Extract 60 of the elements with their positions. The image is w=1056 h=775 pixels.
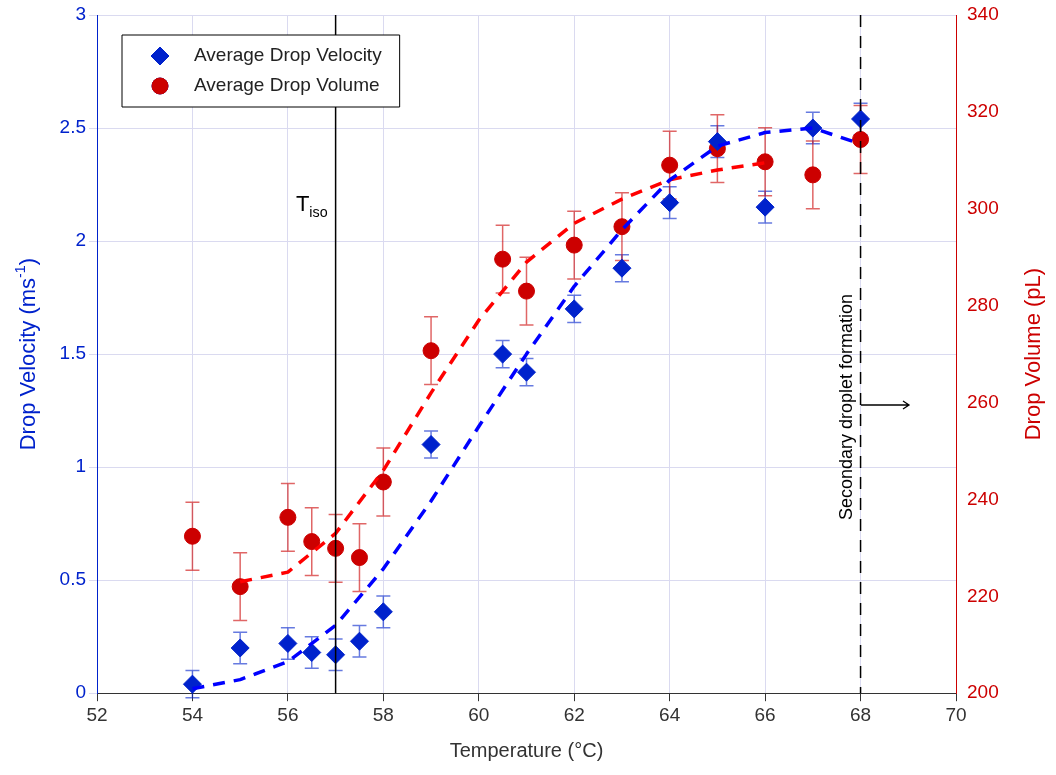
point bbox=[518, 282, 535, 300]
legend-label: Average Drop Velocity bbox=[194, 44, 383, 66]
x-tick-label: 54 bbox=[181, 703, 204, 725]
point bbox=[661, 156, 679, 174]
point bbox=[230, 638, 250, 658]
legend-label: Average Drop Volume bbox=[194, 74, 380, 96]
y2-tick-label: 280 bbox=[967, 293, 999, 315]
point bbox=[183, 527, 201, 545]
y-tick-label: 1 bbox=[75, 455, 86, 477]
point bbox=[374, 473, 392, 491]
y2-tick-label: 240 bbox=[967, 487, 999, 509]
y2-tick-label: 340 bbox=[967, 3, 999, 25]
x-tick-label: 58 bbox=[372, 703, 394, 725]
y-tick-label: 2.5 bbox=[59, 116, 86, 138]
y-axis-title: Drop Velocity (ms-1) bbox=[12, 257, 41, 451]
x-tick-label: 62 bbox=[563, 703, 585, 725]
x-tick-label: 66 bbox=[754, 703, 776, 725]
point bbox=[279, 508, 297, 526]
point bbox=[517, 362, 536, 382]
y2-tick-label: 320 bbox=[967, 100, 999, 122]
point bbox=[350, 549, 368, 567]
point bbox=[302, 643, 322, 663]
point bbox=[494, 250, 512, 268]
point bbox=[493, 344, 513, 364]
point bbox=[612, 258, 632, 278]
point bbox=[660, 193, 680, 213]
x-axis-title: Temperature (°C) bbox=[449, 738, 604, 761]
x-tick-label: 60 bbox=[468, 703, 490, 725]
x-tick-label: 64 bbox=[659, 703, 681, 725]
y2-tick-label: 300 bbox=[967, 197, 999, 219]
point bbox=[278, 633, 298, 653]
point bbox=[421, 435, 441, 455]
y-tick-label: 3 bbox=[75, 3, 86, 25]
y-tick-label: 2 bbox=[75, 229, 86, 251]
point bbox=[373, 602, 393, 622]
x-tick-label: 70 bbox=[945, 703, 967, 725]
point bbox=[804, 166, 822, 184]
point bbox=[422, 342, 440, 360]
point bbox=[182, 674, 202, 694]
point bbox=[231, 578, 249, 596]
ref-line-label: Secondary droplet formation bbox=[835, 293, 856, 520]
point bbox=[707, 132, 727, 152]
y-tick-label: 1.5 bbox=[59, 342, 86, 364]
y2-axis-title: Drop Volume (pL) bbox=[1020, 267, 1046, 441]
y-tick-label: 0.5 bbox=[59, 568, 86, 590]
point bbox=[564, 299, 584, 319]
y2-tick-label: 200 bbox=[967, 681, 999, 703]
y2-tick-label: 220 bbox=[967, 584, 999, 606]
y2-tick-label: 260 bbox=[967, 390, 999, 412]
point bbox=[851, 109, 871, 129]
point bbox=[852, 131, 870, 148]
point bbox=[303, 533, 321, 551]
x-tick-label: 68 bbox=[849, 703, 872, 725]
x-tick-label: 52 bbox=[86, 703, 108, 725]
point bbox=[755, 197, 775, 217]
point bbox=[327, 539, 345, 557]
point bbox=[349, 631, 369, 651]
point bbox=[565, 236, 583, 254]
y-tick-label: 0 bbox=[75, 681, 86, 703]
x-tick-label: 56 bbox=[277, 703, 299, 725]
